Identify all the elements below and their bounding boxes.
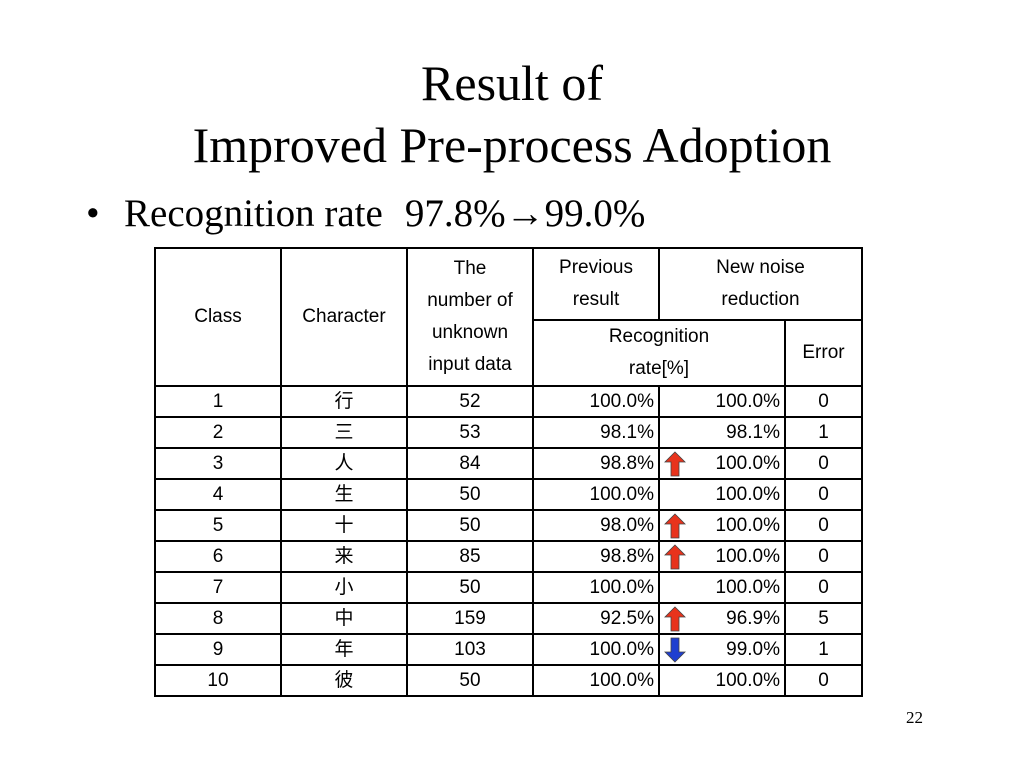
cell-new-rate: 96.9% bbox=[658, 602, 786, 635]
cell-error: 0 bbox=[784, 664, 863, 697]
table-body: 1 行 52 100.0% 100.0% 0 2 三 53 98.1% 98.1% 1 3 人 84 98.8… bbox=[154, 385, 863, 697]
table-row: 8 中 159 92.5% 96.9% 5 bbox=[154, 602, 863, 635]
cell-unknown-input: 85 bbox=[406, 540, 534, 573]
cell-unknown-input: 84 bbox=[406, 447, 534, 480]
table-row: 2 三 53 98.1% 98.1% 1 bbox=[154, 416, 863, 449]
cell-character: 三 bbox=[280, 416, 408, 449]
cell-new-rate: 100.0% bbox=[658, 664, 786, 697]
cell-previous-rate: 92.5% bbox=[532, 602, 660, 635]
cell-new-rate: 100.0% bbox=[658, 447, 786, 480]
cell-character: 十 bbox=[280, 509, 408, 542]
header-recognition-rate: Recognition rate[%] bbox=[532, 319, 786, 387]
bullet-dot: • bbox=[86, 192, 100, 235]
up-arrow-icon bbox=[664, 451, 686, 477]
cell-unknown-input: 50 bbox=[406, 664, 534, 697]
header-class: Class bbox=[154, 247, 282, 387]
cell-character: 来 bbox=[280, 540, 408, 573]
cell-new-rate: 100.0% bbox=[658, 571, 786, 604]
table-row: 4 生 50 100.0% 100.0% 0 bbox=[154, 478, 863, 511]
bullet-recognition-rate: • Recognition rate 97.8%→99.0% bbox=[86, 188, 645, 240]
cell-class: 2 bbox=[154, 416, 282, 449]
table-row: 7 小 50 100.0% 100.0% 0 bbox=[154, 571, 863, 604]
cell-character: 年 bbox=[280, 633, 408, 666]
table-row: 9 年 103 100.0% 99.0% 1 bbox=[154, 633, 863, 666]
header-character: Character bbox=[280, 247, 408, 387]
table-row: 1 行 52 100.0% 100.0% 0 bbox=[154, 385, 863, 418]
cell-character: 彼 bbox=[280, 664, 408, 697]
cell-unknown-input: 50 bbox=[406, 478, 534, 511]
up-arrow-icon bbox=[664, 606, 686, 632]
up-arrow-icon bbox=[664, 513, 686, 539]
cell-previous-rate: 98.8% bbox=[532, 447, 660, 480]
cell-error: 1 bbox=[784, 633, 863, 666]
table-row: 3 人 84 98.8% 100.0% 0 bbox=[154, 447, 863, 480]
cell-new-rate: 100.0% bbox=[658, 478, 786, 511]
cell-class: 7 bbox=[154, 571, 282, 604]
bullet-value: 97.8%→99.0% bbox=[404, 192, 646, 235]
cell-unknown-input: 159 bbox=[406, 602, 534, 635]
cell-error: 0 bbox=[784, 447, 863, 480]
cell-previous-rate: 100.0% bbox=[532, 571, 660, 604]
table-row: 5 十 50 98.0% 100.0% 0 bbox=[154, 509, 863, 542]
bullet-label: Recognition rate bbox=[124, 192, 383, 235]
cell-new-rate: 100.0% bbox=[658, 509, 786, 542]
cell-previous-rate: 100.0% bbox=[532, 478, 660, 511]
cell-error: 0 bbox=[784, 571, 863, 604]
cell-class: 8 bbox=[154, 602, 282, 635]
cell-previous-rate: 98.1% bbox=[532, 416, 660, 449]
cell-error: 0 bbox=[784, 478, 863, 511]
cell-new-rate: 99.0% bbox=[658, 633, 786, 666]
cell-unknown-input: 50 bbox=[406, 571, 534, 604]
cell-character: 中 bbox=[280, 602, 408, 635]
page-number: 22 bbox=[906, 708, 923, 727]
cell-character: 人 bbox=[280, 447, 408, 480]
cell-error: 0 bbox=[784, 385, 863, 418]
cell-previous-rate: 100.0% bbox=[532, 633, 660, 666]
cell-unknown-input: 103 bbox=[406, 633, 534, 666]
cell-previous-rate: 98.0% bbox=[532, 509, 660, 542]
results-table-container: Class Character The number of unknown in… bbox=[154, 247, 863, 699]
title-line-1: Result of bbox=[421, 55, 603, 111]
cell-class: 9 bbox=[154, 633, 282, 666]
cell-previous-rate: 100.0% bbox=[532, 385, 660, 418]
slide-title: Result of Improved Pre-process Adoption bbox=[0, 52, 1024, 176]
cell-character: 小 bbox=[280, 571, 408, 604]
cell-character: 生 bbox=[280, 478, 408, 511]
table-row: 6 来 85 98.8% 100.0% 0 bbox=[154, 540, 863, 573]
cell-unknown-input: 50 bbox=[406, 509, 534, 542]
header-unknown-input: The number of unknown input data bbox=[406, 247, 534, 387]
cell-class: 4 bbox=[154, 478, 282, 511]
cell-previous-rate: 100.0% bbox=[532, 664, 660, 697]
cell-error: 0 bbox=[784, 540, 863, 573]
cell-error: 0 bbox=[784, 509, 863, 542]
cell-unknown-input: 53 bbox=[406, 416, 534, 449]
cell-previous-rate: 98.8% bbox=[532, 540, 660, 573]
results-table: Class Character The number of unknown in… bbox=[154, 247, 863, 697]
cell-new-rate: 100.0% bbox=[658, 540, 786, 573]
cell-class: 1 bbox=[154, 385, 282, 418]
cell-class: 5 bbox=[154, 509, 282, 542]
cell-new-rate: 98.1% bbox=[658, 416, 786, 449]
cell-class: 3 bbox=[154, 447, 282, 480]
cell-class: 10 bbox=[154, 664, 282, 697]
cell-unknown-input: 52 bbox=[406, 385, 534, 418]
header-row-2: Recognition rate[%] Error bbox=[155, 319, 863, 387]
title-line-2: Improved Pre-process Adoption bbox=[192, 117, 832, 173]
header-previous-result: Previous result bbox=[532, 247, 660, 321]
cell-error: 5 bbox=[784, 602, 863, 635]
table-row: 10 彼 50 100.0% 100.0% 0 bbox=[154, 664, 863, 697]
header-row-1: Class Character The number of unknown in… bbox=[154, 247, 863, 387]
header-new-noise-reduction: New noise reduction bbox=[658, 247, 863, 321]
cell-new-rate: 100.0% bbox=[658, 385, 786, 418]
down-arrow-icon bbox=[664, 637, 686, 663]
cell-class: 6 bbox=[154, 540, 282, 573]
up-arrow-icon bbox=[664, 544, 686, 570]
header-error: Error bbox=[784, 319, 863, 387]
cell-error: 1 bbox=[784, 416, 863, 449]
cell-character: 行 bbox=[280, 385, 408, 418]
